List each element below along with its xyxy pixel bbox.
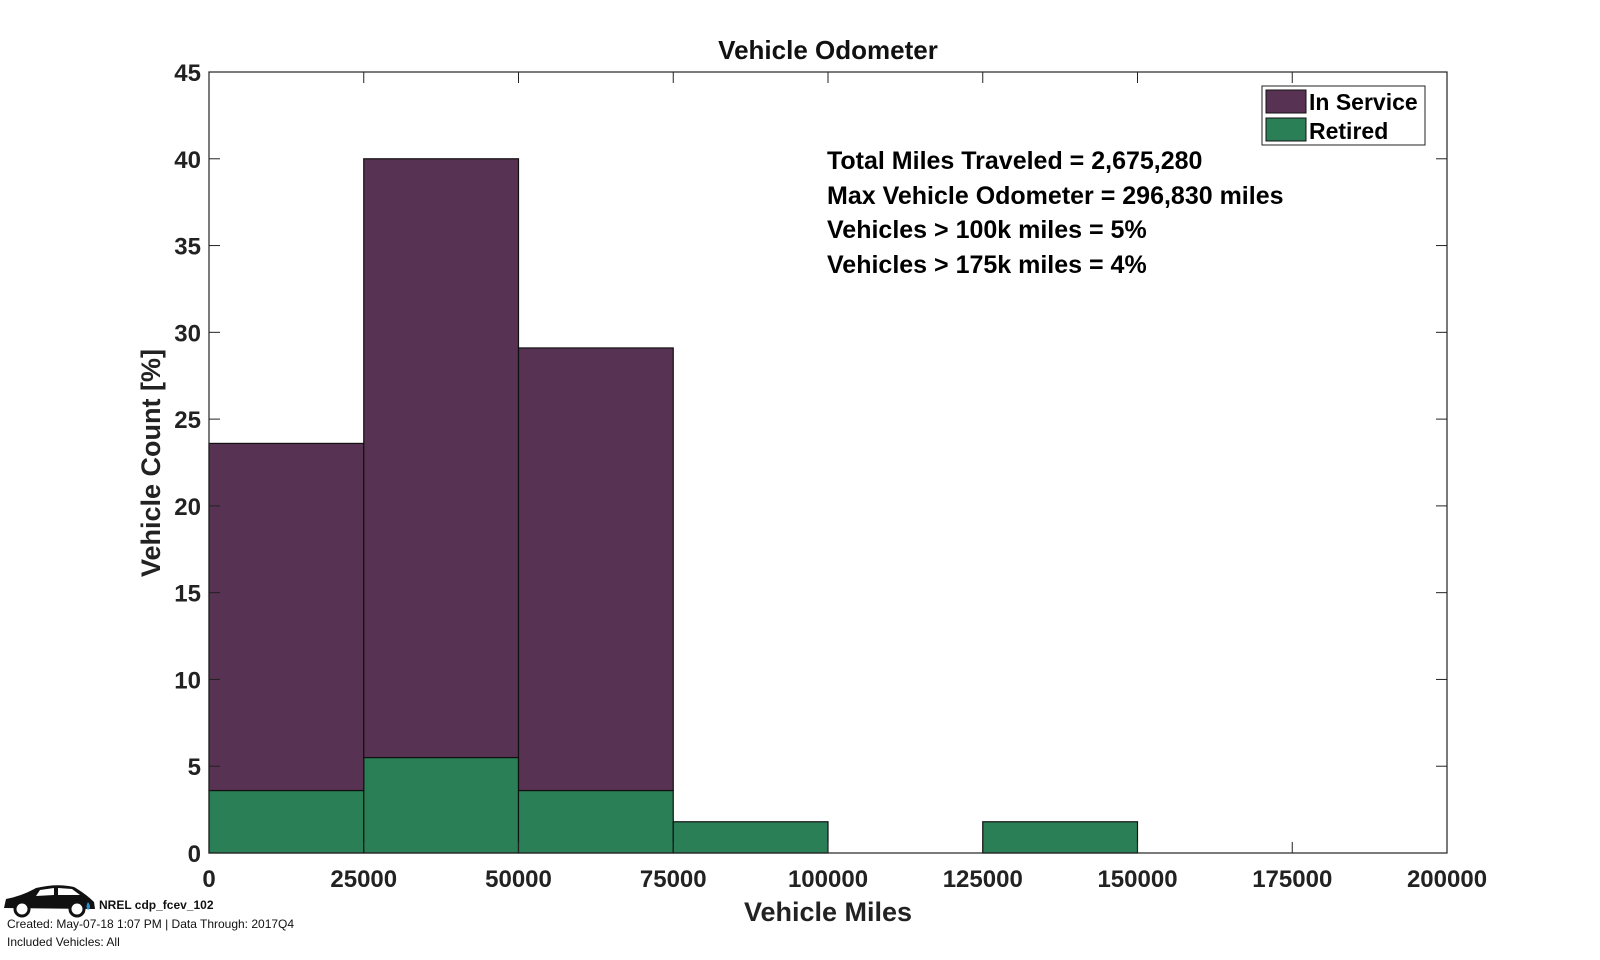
x-tick-label: 0 xyxy=(202,866,215,893)
legend: In Service Retired xyxy=(1261,85,1426,146)
ticks-layer: 0 25000 50000 75000 100000 125000 150000 175000… xyxy=(174,60,1487,893)
annotation-over-100k: Vehicles > 100k miles = 5% xyxy=(827,216,1147,244)
bar-retired-2 xyxy=(517,789,674,854)
bar-in-service-1 xyxy=(363,158,520,759)
x-tick-label: 25000 xyxy=(330,866,397,893)
x-tick-label: 50000 xyxy=(485,866,552,893)
bars-layer xyxy=(208,158,1139,854)
legend-swatch-in-service xyxy=(1265,89,1307,114)
annotations: Total Miles Traveled = 2,675,280 Max Veh… xyxy=(827,147,1284,279)
y-tick-label: 25 xyxy=(174,407,201,434)
legend-swatch-retired xyxy=(1265,117,1307,142)
y-tick-label: 5 xyxy=(188,754,201,781)
car-logo-icon xyxy=(4,885,95,918)
legend-label-retired: Retired xyxy=(1309,118,1388,144)
y-tick-label: 10 xyxy=(174,667,201,694)
annotation-max-odometer: Max Vehicle Odometer = 296,830 miles xyxy=(827,182,1284,210)
y-tick-label: 30 xyxy=(174,320,201,347)
y-tick-label: 15 xyxy=(174,581,201,608)
y-tick-label: 45 xyxy=(174,60,201,87)
annotation-over-175k: Vehicles > 175k miles = 4% xyxy=(827,251,1147,279)
y-axis-label: Vehicle Count [%] xyxy=(136,349,166,577)
footer-logo-label: NREL cdp_fcev_102 xyxy=(99,898,214,912)
bar-retired-1 xyxy=(363,756,520,854)
y-tick-label: 40 xyxy=(174,147,201,174)
y-tick-label: 35 xyxy=(174,234,201,261)
annotation-total-miles: Total Miles Traveled = 2,675,280 xyxy=(827,147,1202,175)
footer-created: Created: May-07-18 1:07 PM | Data Throug… xyxy=(7,917,295,931)
bar-in-service-0 xyxy=(208,442,365,792)
chart-title: Vehicle Odometer xyxy=(718,35,938,65)
bar-in-service-2 xyxy=(517,347,674,792)
x-tick-label: 150000 xyxy=(1097,866,1177,893)
x-tick-label: 75000 xyxy=(640,866,707,893)
x-tick-label: 200000 xyxy=(1407,866,1487,893)
y-tick-label: 20 xyxy=(174,494,201,521)
x-tick-label: 100000 xyxy=(788,866,868,893)
bar-retired-0 xyxy=(208,789,365,854)
bar-retired-3 xyxy=(672,821,829,854)
x-tick-label: 125000 xyxy=(943,866,1023,893)
footer-included: Included Vehicles: All xyxy=(7,935,120,949)
x-tick-label: 175000 xyxy=(1252,866,1332,893)
x-axis-label: Vehicle Miles xyxy=(744,897,912,927)
y-tick-label: 0 xyxy=(188,841,201,868)
bar-retired-5 xyxy=(982,821,1139,854)
legend-label-in-service: In Service xyxy=(1309,89,1418,115)
